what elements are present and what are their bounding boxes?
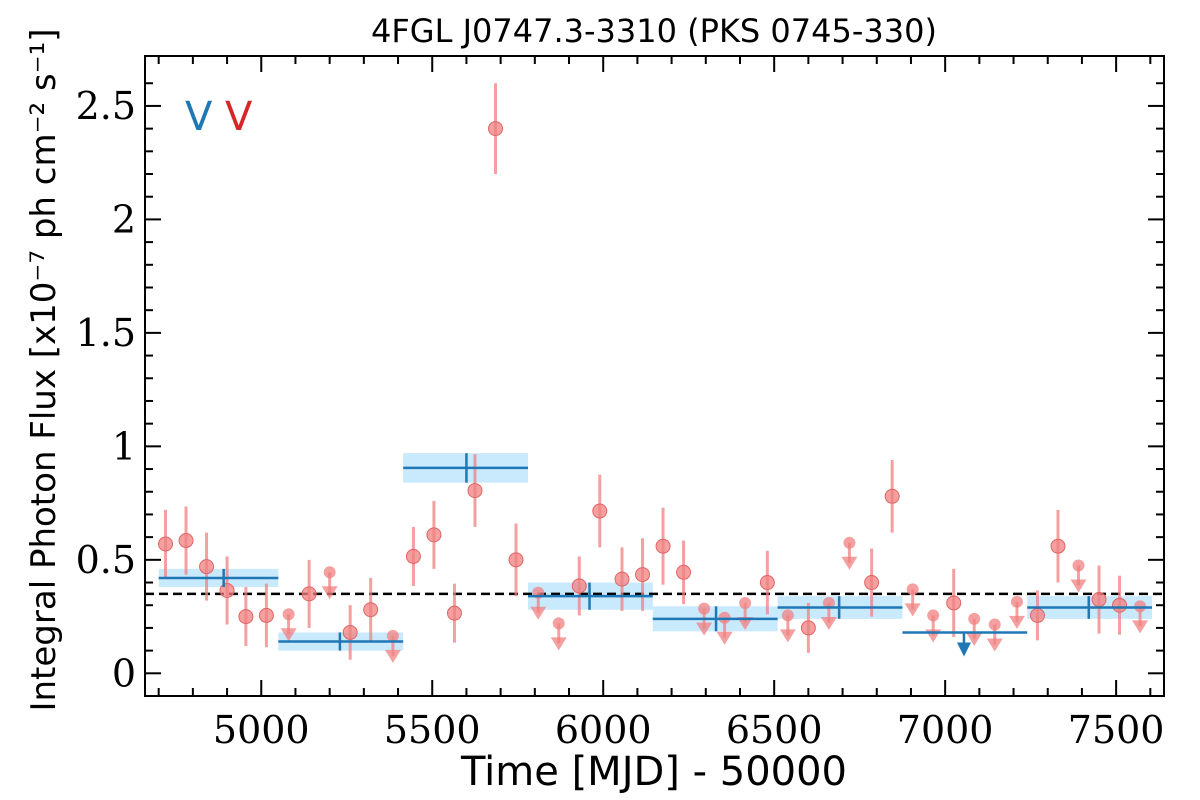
legend-entry-blue: V bbox=[185, 94, 213, 140]
y-tick-label: 2 bbox=[112, 197, 136, 241]
red-data-point bbox=[363, 602, 379, 618]
red-upper-limit-arrow bbox=[530, 606, 547, 620]
red-data-point bbox=[800, 620, 816, 636]
red-upper-limit-arrow bbox=[779, 629, 796, 643]
red-data-point bbox=[219, 582, 235, 598]
y-tick-label: 1.5 bbox=[76, 311, 136, 355]
red-data-point bbox=[1091, 592, 1107, 608]
red-data-point bbox=[258, 607, 274, 623]
red-upper-limit-point bbox=[323, 566, 336, 579]
red-data-point bbox=[487, 121, 503, 137]
red-data-point bbox=[426, 527, 442, 543]
red-upper-limit-point bbox=[781, 609, 794, 622]
red-data-point bbox=[508, 552, 524, 568]
red-data-point bbox=[1029, 607, 1045, 623]
red-upper-limit-arrow bbox=[737, 616, 754, 630]
red-data-point bbox=[884, 488, 900, 504]
red-data-point bbox=[178, 533, 194, 549]
red-upper-limit-arrow bbox=[904, 603, 921, 617]
red-data-point bbox=[864, 575, 880, 591]
blue-upper-limit-arrow bbox=[956, 642, 971, 657]
y-tick-label: 2.5 bbox=[76, 84, 136, 128]
red-data-point bbox=[1050, 538, 1066, 554]
x-tick-label: 5000 bbox=[213, 708, 310, 752]
red-upper-limit-arrow bbox=[966, 632, 983, 646]
x-tick-label: 6000 bbox=[555, 708, 652, 752]
red-data-point bbox=[405, 548, 421, 564]
red-data-point bbox=[342, 624, 358, 640]
y-tick-label: 1 bbox=[112, 424, 136, 468]
x-tick-label: 7000 bbox=[897, 708, 994, 752]
red-data-point bbox=[1112, 597, 1128, 613]
x-tick-label: 6500 bbox=[726, 708, 823, 752]
red-upper-limit-arrow bbox=[1008, 615, 1025, 629]
red-data-point bbox=[446, 605, 462, 621]
red-upper-limit-arrow bbox=[696, 622, 713, 636]
y-axis-ticks: 0 0.5 1 1.5 2 2.5 bbox=[76, 82, 1164, 695]
red-upper-limit-point bbox=[1010, 595, 1023, 608]
red-upper-limit-arrow bbox=[986, 638, 1003, 652]
red-data-point bbox=[592, 503, 608, 519]
legend-entry-red: V bbox=[225, 94, 253, 140]
red-upper-limit-arrow bbox=[820, 616, 837, 630]
plot-area bbox=[145, 83, 1164, 663]
red-upper-limit-arrow bbox=[1070, 579, 1087, 593]
red-upper-limit-arrow bbox=[841, 556, 858, 570]
red-upper-limit-point bbox=[927, 609, 940, 622]
red-data-point bbox=[571, 578, 587, 594]
red-upper-limit-arrow bbox=[1132, 620, 1149, 634]
legend: V V bbox=[185, 94, 253, 140]
x-axis-ticks: 5000 5500 6000 6500 7000 7500 bbox=[157, 56, 1165, 752]
red-upper-limit-point bbox=[552, 617, 565, 630]
plot-frame bbox=[144, 55, 1165, 697]
red-upper-limit-arrow bbox=[280, 628, 297, 642]
plot-content bbox=[145, 83, 1164, 663]
red-data-point bbox=[676, 564, 692, 580]
red-upper-limit-point bbox=[698, 602, 711, 615]
red-upper-limit-arrow bbox=[550, 637, 567, 651]
red-data-point bbox=[199, 559, 215, 575]
chart-title: 4FGL J0747.3-3310 (PKS 0745-330) bbox=[371, 12, 937, 50]
red-upper-limit-point bbox=[822, 596, 835, 609]
red-data-point bbox=[759, 575, 775, 591]
red-data-point bbox=[614, 571, 630, 587]
red-upper-limit-point bbox=[843, 536, 856, 549]
red-data-point bbox=[467, 483, 483, 499]
red-upper-limit-point bbox=[968, 612, 981, 625]
red-upper-limit-point bbox=[386, 629, 399, 642]
red-upper-limit-point bbox=[739, 596, 752, 609]
x-axis-label: Time [MJD] - 50000 bbox=[460, 749, 847, 795]
red-upper-limit-arrow bbox=[716, 631, 733, 645]
y-axis-label: Integral Photon Flux [x10⁻⁷ ph cm⁻² s⁻¹] bbox=[24, 28, 64, 711]
x-tick-label: 5500 bbox=[384, 708, 481, 752]
red-upper-limit-point bbox=[1072, 559, 1085, 572]
red-upper-limit-arrow bbox=[384, 649, 401, 663]
red-data-point bbox=[301, 586, 317, 602]
red-upper-limit-point bbox=[282, 608, 295, 621]
red-upper-limit-point bbox=[988, 618, 1001, 631]
red-data-point bbox=[655, 538, 671, 554]
y-tick-label: 0 bbox=[112, 651, 136, 695]
red-data-point bbox=[946, 595, 962, 611]
y-tick-label: 0.5 bbox=[76, 538, 136, 582]
x-tick-label: 7500 bbox=[1068, 708, 1165, 752]
red-upper-limit-arrow bbox=[321, 586, 338, 600]
red-upper-limit-point bbox=[906, 583, 919, 596]
red-data-point bbox=[238, 609, 254, 625]
red-data-point bbox=[158, 536, 174, 552]
red-data-point bbox=[635, 567, 651, 583]
